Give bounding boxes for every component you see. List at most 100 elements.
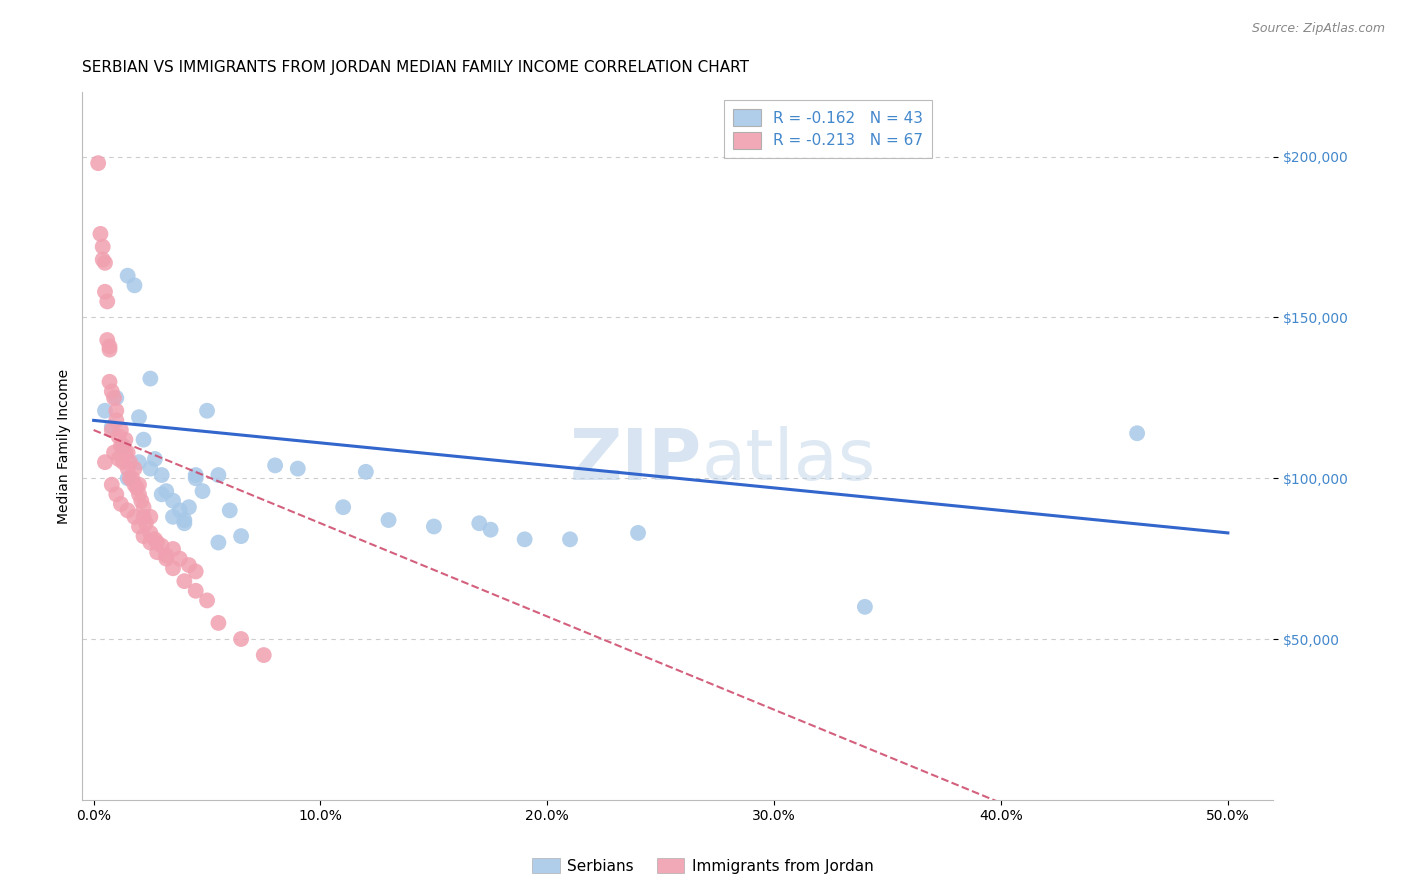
Point [128,519,150,533]
Point [184,565,207,579]
Y-axis label: Median Family Income: Median Family Income [58,368,72,524]
Text: SERBIAN VS IMMIGRANTS FROM JORDAN MEDIAN FAMILY INCOME CORRELATION CHART: SERBIAN VS IMMIGRANTS FROM JORDAN MEDIAN… [83,60,749,75]
Point [143,533,166,547]
Point [139,535,162,549]
Point [103,445,125,459]
Point [124,278,146,293]
Point [105,403,128,417]
Point [150,487,173,501]
Point [94,455,117,469]
Legend: R = -0.162   N = 43, R = -0.213   N = 67: R = -0.162 N = 43, R = -0.213 N = 67 [724,100,932,158]
Point [139,461,162,475]
Point [177,558,200,572]
Point [627,525,650,540]
Point [128,455,150,469]
Point [114,445,136,459]
Point [117,445,139,459]
Point [229,632,252,646]
Point [853,599,876,614]
Point [112,455,135,469]
Point [253,648,276,662]
Point [146,545,169,559]
Point [129,493,152,508]
Point [184,468,207,483]
Point [155,551,177,566]
Point [118,455,141,469]
Point [139,525,162,540]
Point [1126,426,1149,441]
Point [117,471,139,485]
Point [105,391,128,405]
Point [117,268,139,283]
Point [89,227,111,241]
Point [107,452,129,467]
Point [124,477,146,491]
Point [132,529,155,543]
Point [101,477,124,491]
Point [139,371,162,385]
Point [110,497,132,511]
Point [184,471,207,485]
Point [207,615,229,630]
Point [101,423,124,437]
Point [105,413,128,427]
Point [101,384,124,399]
Point [128,477,150,491]
Point [173,574,195,588]
Point [128,410,150,425]
Point [162,493,184,508]
Point [173,513,195,527]
Point [195,593,218,607]
Point [423,519,446,533]
Point [110,423,132,437]
Point [354,465,377,479]
Point [191,484,214,499]
Point [124,509,146,524]
Point [143,452,166,467]
Point [264,458,287,473]
Point [96,333,118,347]
Point [98,343,121,357]
Legend: Serbians, Immigrants from Jordan: Serbians, Immigrants from Jordan [526,852,880,880]
Point [287,461,309,475]
Point [132,509,155,524]
Point [173,516,195,531]
Point [558,533,581,547]
Point [169,503,191,517]
Point [155,549,177,563]
Point [162,509,184,524]
Point [101,419,124,434]
Point [155,484,177,499]
Point [218,503,240,517]
Point [125,481,148,495]
Point [468,516,491,531]
Point [112,439,135,453]
Point [112,439,135,453]
Point [139,509,162,524]
Point [98,339,121,353]
Point [110,439,132,453]
Point [135,516,157,531]
Text: ZIP: ZIP [569,425,702,495]
Point [121,471,143,485]
Point [94,256,117,270]
Point [107,429,129,443]
Point [207,468,229,483]
Point [479,523,502,537]
Point [332,500,354,515]
Point [162,541,184,556]
Point [96,294,118,309]
Point [87,156,110,170]
Point [162,561,184,575]
Point [195,403,218,417]
Point [513,533,536,547]
Point [118,471,141,485]
Point [184,583,207,598]
Point [377,513,399,527]
Point [94,403,117,417]
Point [150,539,173,553]
Point [128,487,150,501]
Point [103,391,125,405]
Text: Source: ZipAtlas.com: Source: ZipAtlas.com [1251,22,1385,36]
Point [98,375,121,389]
